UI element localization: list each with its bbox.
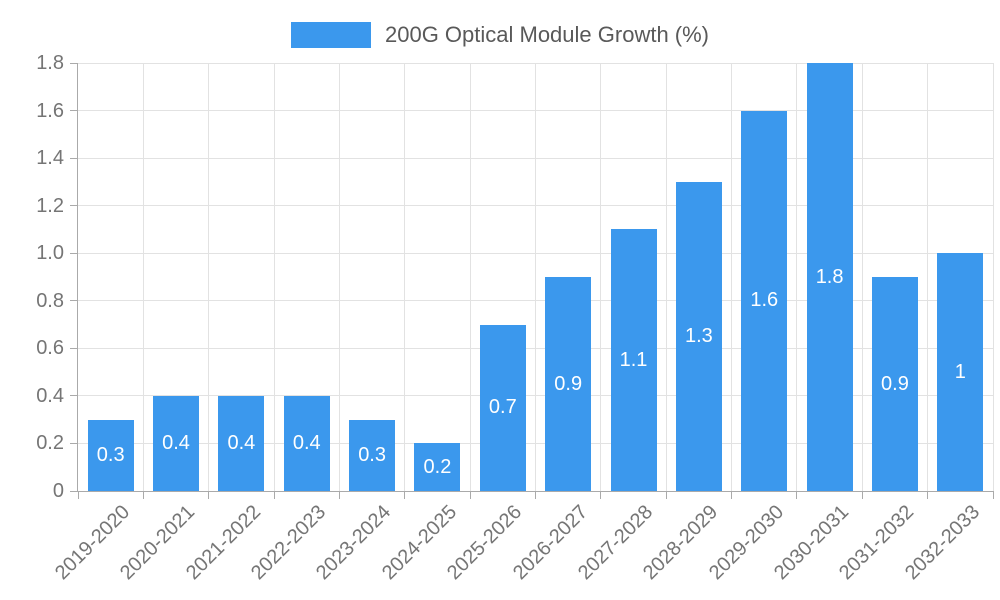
y-axis-tick-label: 1.4: [36, 147, 64, 170]
bar: 1.8: [806, 63, 853, 491]
v-gridline: [142, 63, 144, 491]
bar: 1.1: [610, 229, 657, 491]
x-axis-tick: [77, 491, 79, 499]
y-axis-tick-label: 1.0: [36, 242, 64, 265]
v-gridline: [861, 63, 863, 491]
bar: 1.6: [741, 110, 788, 491]
y-axis-tick-label: 1.8: [36, 52, 64, 74]
x-axis-tick: [600, 491, 602, 499]
y-axis-tick: [70, 157, 78, 159]
bar-value-label: 0.3: [96, 443, 125, 466]
bar-value-label: 0.9: [554, 372, 583, 395]
bar: 0.4: [218, 395, 265, 491]
x-axis-tick: [404, 491, 406, 499]
x-axis-line: [78, 491, 993, 492]
v-gridline: [338, 63, 340, 491]
y-axis-tick: [70, 442, 78, 444]
v-gridline: [992, 63, 994, 491]
bar: 0.3: [87, 419, 134, 491]
bar-value-label: 0.7: [488, 396, 517, 419]
v-gridline: [927, 63, 929, 491]
v-gridline: [208, 63, 210, 491]
v-gridline: [665, 63, 667, 491]
bar-value-label: 0.3: [358, 443, 386, 466]
v-gridline: [469, 63, 471, 491]
chart-legend-item[interactable]: 200G Optical Module Growth (%): [0, 21, 1000, 49]
bar-value-label: 1.6: [750, 289, 779, 312]
bar: 1: [937, 253, 984, 491]
y-axis-tick: [70, 205, 78, 207]
bar: 0.9: [871, 277, 918, 491]
y-axis-line: [77, 63, 78, 491]
x-axis-tick: [142, 491, 144, 499]
y-axis-tick-label: 0.4: [36, 384, 64, 407]
x-axis-tick: [927, 491, 929, 499]
bar: 0.4: [153, 395, 200, 491]
y-axis-tick: [70, 490, 78, 492]
bar: 0.7: [479, 324, 526, 491]
bar: 0.4: [283, 395, 330, 491]
bar-value-label: 0.9: [881, 372, 909, 395]
bar: 1.3: [675, 181, 722, 491]
x-axis-tick: [665, 491, 667, 499]
y-axis-tick: [70, 395, 78, 397]
y-axis-tick: [70, 252, 78, 254]
v-gridline: [796, 63, 798, 491]
legend-label: 200G Optical Module Growth (%): [384, 22, 710, 47]
x-axis-tick: [861, 491, 863, 499]
y-axis-tick-label: 1.6: [36, 99, 64, 122]
y-axis-tick-label: 1.2: [36, 194, 64, 217]
y-axis-tick: [70, 62, 78, 64]
v-gridline: [731, 63, 733, 491]
bar-value-label: 0.4: [227, 431, 256, 454]
y-axis-tick: [70, 347, 78, 349]
bar: 0.2: [414, 443, 461, 491]
x-axis-tick: [273, 491, 275, 499]
bar-value-label: 0.2: [423, 455, 452, 478]
x-axis-tick: [208, 491, 210, 499]
v-gridline: [404, 63, 406, 491]
bar-value-label: 1: [954, 360, 966, 383]
y-axis-tick-label: 0.2: [36, 432, 64, 455]
v-gridline: [600, 63, 602, 491]
bar-value-label: 0.4: [292, 431, 321, 454]
y-axis-tick-label: 0.8: [36, 289, 64, 312]
bar-value-label: 1.1: [619, 348, 648, 371]
y-axis-tick-label: 0: [52, 480, 64, 502]
x-axis-tick: [796, 491, 798, 499]
y-axis-tick: [70, 300, 78, 302]
y-axis-tick: [70, 110, 78, 112]
bar: 0.9: [545, 277, 592, 491]
x-axis-tick: [731, 491, 733, 499]
x-axis-tick: [992, 491, 994, 499]
x-axis-tick: [469, 491, 471, 499]
x-axis-tick: [338, 491, 340, 499]
bar-value-label: 1.3: [684, 324, 713, 347]
v-gridline: [273, 63, 275, 491]
legend-swatch: [290, 22, 371, 48]
x-axis-tick: [535, 491, 536, 499]
bar-value-label: 0.4: [162, 431, 190, 454]
bar-value-label: 1.8: [815, 265, 844, 288]
v-gridline: [535, 63, 536, 491]
bar: 0.3: [349, 419, 396, 491]
y-axis-tick-label: 0.6: [36, 337, 64, 360]
